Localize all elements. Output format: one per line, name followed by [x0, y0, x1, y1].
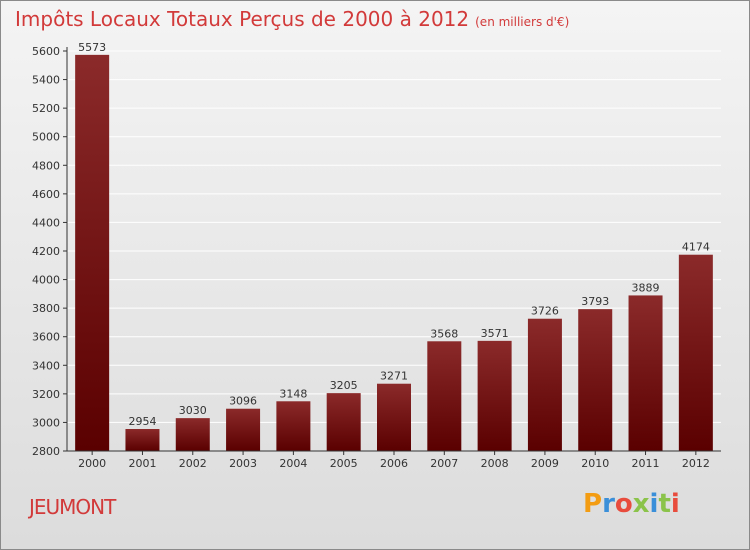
bar-2003: [226, 408, 261, 451]
y-tick-label: 3000: [32, 416, 60, 429]
logo-letter: i: [649, 489, 659, 519]
x-axis: 2000 2001 2002 2003 2004 2005 2006 2007 2008 2009…: [67, 450, 721, 470]
y-tick-label: 3200: [32, 388, 60, 401]
bar-2005: [326, 393, 361, 451]
data-label: 3571: [481, 327, 509, 340]
bar-2007: [427, 341, 462, 451]
y-tick-label: 4800: [32, 159, 60, 172]
bar-2009: [527, 318, 562, 451]
bar-2010: [578, 309, 613, 451]
x-tick-label: 2009: [531, 457, 559, 470]
bar-2001: [125, 429, 160, 451]
data-label: 3030: [179, 404, 207, 417]
chart-title: Impôts Locaux Totaux Perçus de 2000 à 20…: [15, 7, 569, 31]
x-tick-label: 2000: [78, 457, 106, 470]
x-tick-label: 2005: [330, 457, 358, 470]
x-tick-label: 2008: [481, 457, 509, 470]
x-tick-label: 2007: [430, 457, 458, 470]
chart-unit: (en milliers d'€): [475, 15, 570, 29]
y-tick-label: 4200: [32, 245, 60, 258]
y-tick-label: 5000: [32, 131, 60, 144]
bar-2011: [628, 295, 663, 451]
data-label: 4174: [682, 241, 710, 254]
bars: 5573 2954 3030 3096 3148 3205 3271 3568 3571 3726…: [75, 41, 713, 451]
data-label: 3568: [430, 327, 458, 340]
y-tick-label: 4000: [32, 274, 60, 287]
x-tick-label: 2006: [380, 457, 408, 470]
bar-2006: [377, 383, 411, 451]
y-tick-label: 3400: [32, 359, 60, 372]
logo-letter: i: [670, 489, 680, 519]
x-tick-label: 2003: [229, 457, 257, 470]
proxiti-logo: Proxiti: [583, 489, 680, 519]
place-name: JEUMONT: [29, 495, 116, 519]
data-label: 3205: [330, 379, 358, 392]
logo-letter: x: [632, 489, 650, 519]
x-tick-label: 2011: [632, 457, 660, 470]
y-tick-label: 5600: [32, 45, 60, 58]
logo-letter: P: [583, 489, 603, 519]
bar-2000: [75, 54, 110, 451]
logo-letter: o: [614, 489, 633, 519]
data-label: 3889: [632, 281, 660, 294]
data-label: 3271: [380, 370, 408, 383]
data-label: 2954: [128, 415, 156, 428]
x-tick-label: 2012: [682, 457, 710, 470]
y-tick-label: 5200: [32, 102, 60, 115]
data-label: 3096: [229, 395, 257, 408]
y-tick-label: 3600: [32, 331, 60, 344]
data-label: 3726: [531, 305, 559, 318]
x-tick-label: 2010: [581, 457, 609, 470]
chart-title-text: Impôts Locaux Totaux Perçus de 2000 à 20…: [15, 7, 470, 31]
x-tick-label: 2001: [128, 457, 156, 470]
y-tick-label: 5400: [32, 74, 60, 87]
bar-2002: [175, 418, 210, 451]
data-label: 3148: [279, 387, 307, 400]
logo-letter: r: [602, 489, 615, 519]
y-tick-label: 4400: [32, 216, 60, 229]
y-tick-label: 2800: [32, 445, 60, 458]
bar-2012: [678, 254, 713, 451]
logo-letter: t: [658, 489, 671, 519]
y-tick-label: 4600: [32, 188, 60, 201]
bar-2008: [477, 340, 512, 451]
x-tick-label: 2004: [279, 457, 307, 470]
y-tick-label: 3800: [32, 302, 60, 315]
x-tick-label: 2002: [179, 457, 207, 470]
y-axis: 2800 3000 3200 3400 3600 3800 4000 4200 4400 4600…: [32, 45, 68, 458]
bar-2004: [276, 401, 311, 451]
data-label: 5573: [78, 41, 106, 54]
data-label: 3793: [581, 295, 609, 308]
